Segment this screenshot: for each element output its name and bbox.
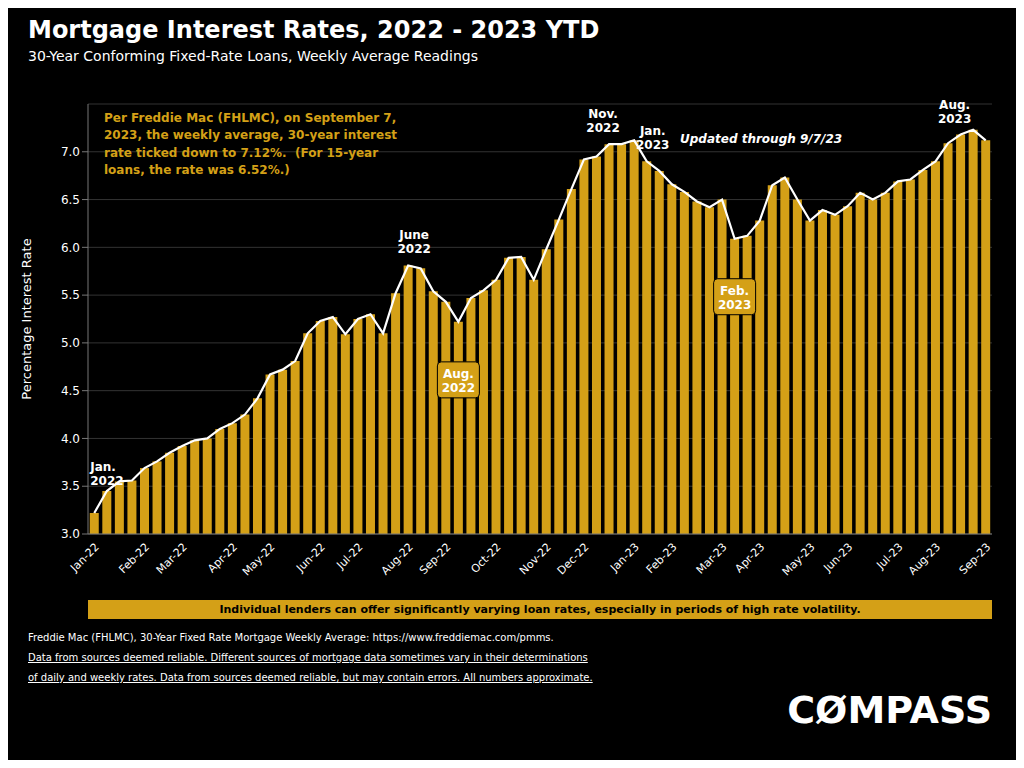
svg-text:Oct-22: Oct-22 — [468, 540, 503, 575]
svg-text:Jul-23: Jul-23 — [873, 540, 905, 572]
svg-text:Feb-23: Feb-23 — [644, 540, 680, 576]
svg-text:Nov.2022: Nov.2022 — [586, 107, 619, 135]
svg-text:4.0: 4.0 — [61, 432, 80, 446]
svg-text:Jul-22: Jul-22 — [334, 540, 366, 572]
svg-text:Feb.2023: Feb.2023 — [718, 284, 751, 312]
svg-text:3.5: 3.5 — [61, 479, 80, 493]
svg-text:Sep-22: Sep-22 — [417, 540, 454, 577]
svg-text:Jan-22: Jan-22 — [67, 540, 102, 575]
svg-text:Feb-22: Feb-22 — [116, 540, 152, 576]
svg-text:June2022: June2022 — [397, 228, 430, 256]
html-text:Freddie Mac (FHLMC), 30-Year F: Freddie Mac (FHLMC), 30-Year Fixed Rate … — [28, 632, 554, 643]
svg-text:Apr-23: Apr-23 — [733, 540, 768, 575]
svg-text:6.5: 6.5 — [61, 193, 80, 207]
html-text:30-Year Conforming Fixed-Rate: 30-Year Conforming Fixed-Rate Loans, Wee… — [28, 48, 478, 64]
svg-text:5.5: 5.5 — [61, 288, 80, 302]
svg-text:Dec-22: Dec-22 — [555, 540, 592, 577]
html-text:of daily and weekly rates. Dat: of daily and weekly rates. Data from sou… — [28, 672, 593, 683]
html-text:Updated through 9/7/23: Updated through 9/7/23 — [680, 132, 843, 146]
svg-text:5.0: 5.0 — [61, 336, 80, 350]
html-text:Data from sources deemed relia: Data from sources deemed reliable. Diffe… — [28, 652, 588, 663]
html-text:CØMPASS: CØMPASS — [787, 688, 992, 732]
svg-text:Aug-22: Aug-22 — [379, 540, 416, 577]
svg-text:May-23: May-23 — [780, 540, 818, 578]
svg-text:Nov-22: Nov-22 — [517, 540, 554, 577]
svg-text:Aug.2022: Aug.2022 — [442, 367, 475, 395]
svg-text:Aug.2023: Aug.2023 — [938, 98, 971, 126]
html-text:Per Freddie Mac (FHLMC), on Se: Per Freddie Mac (FHLMC), on September 7,… — [104, 111, 397, 178]
svg-text:Jan.2022: Jan.2022 — [89, 460, 123, 488]
svg-text:6.0: 6.0 — [61, 241, 80, 255]
svg-text:Aug-23: Aug-23 — [906, 540, 943, 577]
svg-text:Mar-23: Mar-23 — [694, 540, 730, 576]
svg-text:4.5: 4.5 — [61, 384, 80, 398]
svg-text:3.0: 3.0 — [61, 527, 80, 541]
svg-text:7.0: 7.0 — [61, 145, 80, 159]
svg-text:Jan-23: Jan-23 — [607, 540, 642, 575]
svg-text:Jun-23: Jun-23 — [820, 540, 855, 575]
svg-text:Jun-22: Jun-22 — [293, 540, 328, 575]
svg-text:Mar-22: Mar-22 — [154, 540, 190, 576]
html-text:Mortgage Interest Rates, 2022: Mortgage Interest Rates, 2022 - 2023 YTD — [28, 16, 600, 44]
svg-text:Sep-23: Sep-23 — [957, 540, 994, 577]
svg-text:Percentage Interest Rate: Percentage Interest Rate — [19, 238, 34, 399]
svg-text:Apr-22: Apr-22 — [205, 540, 240, 575]
svg-text:Jan.2023: Jan.2023 — [636, 124, 669, 152]
html-text:Individual lenders can offer s: Individual lenders can offer significant… — [219, 603, 861, 616]
svg-text:May-22: May-22 — [240, 540, 278, 578]
